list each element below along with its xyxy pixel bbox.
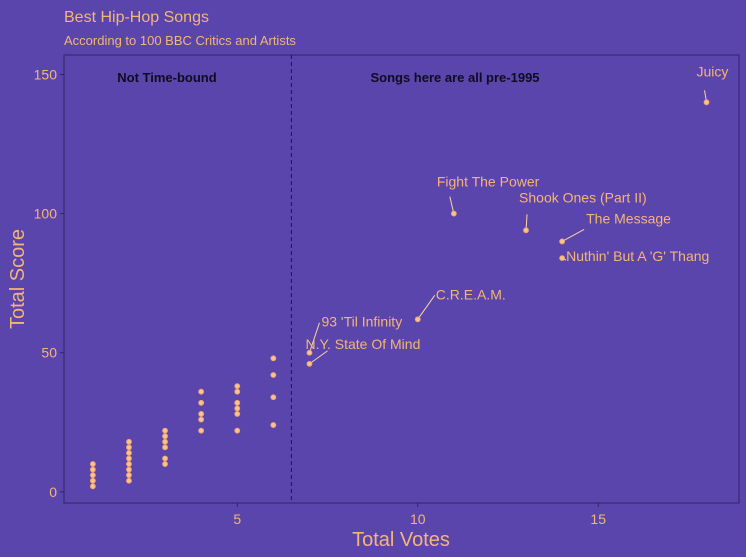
x-tick-label: 5 <box>233 511 241 527</box>
data-point <box>414 316 421 323</box>
label-leaders <box>308 90 708 365</box>
label-leader-line <box>309 350 328 365</box>
label-leader-line <box>561 228 585 242</box>
data-point <box>89 472 96 479</box>
data-point <box>89 477 96 484</box>
data-point <box>234 427 241 434</box>
data-point <box>234 411 241 417</box>
data-point <box>162 444 168 451</box>
data-point <box>270 394 277 401</box>
data-point <box>198 411 205 417</box>
data-point <box>126 444 132 451</box>
data-point <box>198 388 205 395</box>
point-label: Shook Ones (Part II) <box>519 189 647 205</box>
point-label: The Message <box>586 210 671 226</box>
y-tick-label: 50 <box>41 345 57 361</box>
point-label: Juicy <box>697 63 729 79</box>
data-point <box>234 383 241 390</box>
data-point <box>306 349 313 356</box>
y-tick-label: 150 <box>34 66 58 82</box>
y-axis-title: Total Score <box>7 229 29 329</box>
data-point <box>450 210 457 217</box>
region-label-not-time-bound: Not Time-bound <box>117 70 216 85</box>
point-label: Nuthin' But A 'G' Thang <box>566 248 709 264</box>
data-point <box>89 461 96 467</box>
x-tick-label: 15 <box>590 511 606 527</box>
point-label: C.R.E.A.M. <box>436 286 506 302</box>
data-point <box>162 455 168 462</box>
data-point <box>162 461 168 467</box>
data-point <box>162 438 168 445</box>
data-point <box>559 238 566 245</box>
chart-subtitle: According to 100 BBC Critics and Artists <box>64 33 296 48</box>
data-points <box>89 99 710 490</box>
data-point <box>126 466 132 473</box>
data-point <box>198 416 205 423</box>
label-leader-line <box>449 196 455 214</box>
point-labels: N.Y. State Of Mind 93 'Til Infinity C.R.E.… <box>305 63 728 352</box>
point-label: Fight The Power <box>437 174 540 190</box>
data-point <box>523 227 529 234</box>
y-tick-label: 100 <box>34 206 58 222</box>
data-point <box>126 477 132 484</box>
data-point <box>270 422 277 428</box>
data-point <box>198 427 205 434</box>
data-point <box>234 388 241 395</box>
label-leader-line <box>417 295 436 320</box>
y-tick-label: 0 <box>49 484 57 500</box>
data-point <box>126 455 132 462</box>
plot-panel <box>63 54 740 504</box>
data-point <box>126 472 132 479</box>
data-point <box>270 372 277 378</box>
data-point <box>126 461 132 467</box>
data-point <box>89 483 96 490</box>
point-label: 93 'Til Infinity <box>321 314 402 330</box>
data-point <box>270 355 277 362</box>
region-label-pre-1995: Songs here are all pre-1995 <box>370 70 539 85</box>
data-point <box>703 99 710 106</box>
x-tick-label: 10 <box>410 511 426 527</box>
data-point <box>89 466 96 473</box>
data-point <box>126 450 132 456</box>
data-point <box>162 427 168 434</box>
label-leader-line <box>308 322 320 353</box>
data-point <box>559 255 566 262</box>
x-axis: 5 10 15 <box>233 503 606 527</box>
chart-title: Best Hip-Hop Songs <box>64 9 209 26</box>
data-point <box>306 360 313 367</box>
data-point <box>198 399 205 406</box>
data-point <box>126 438 132 445</box>
data-point <box>234 405 241 412</box>
y-axis: 0 50 100 150 <box>34 66 64 500</box>
x-axis-title: Total Votes <box>352 529 450 551</box>
data-point <box>234 399 241 406</box>
data-point <box>162 433 168 440</box>
point-label: N.Y. State Of Mind <box>305 336 420 352</box>
